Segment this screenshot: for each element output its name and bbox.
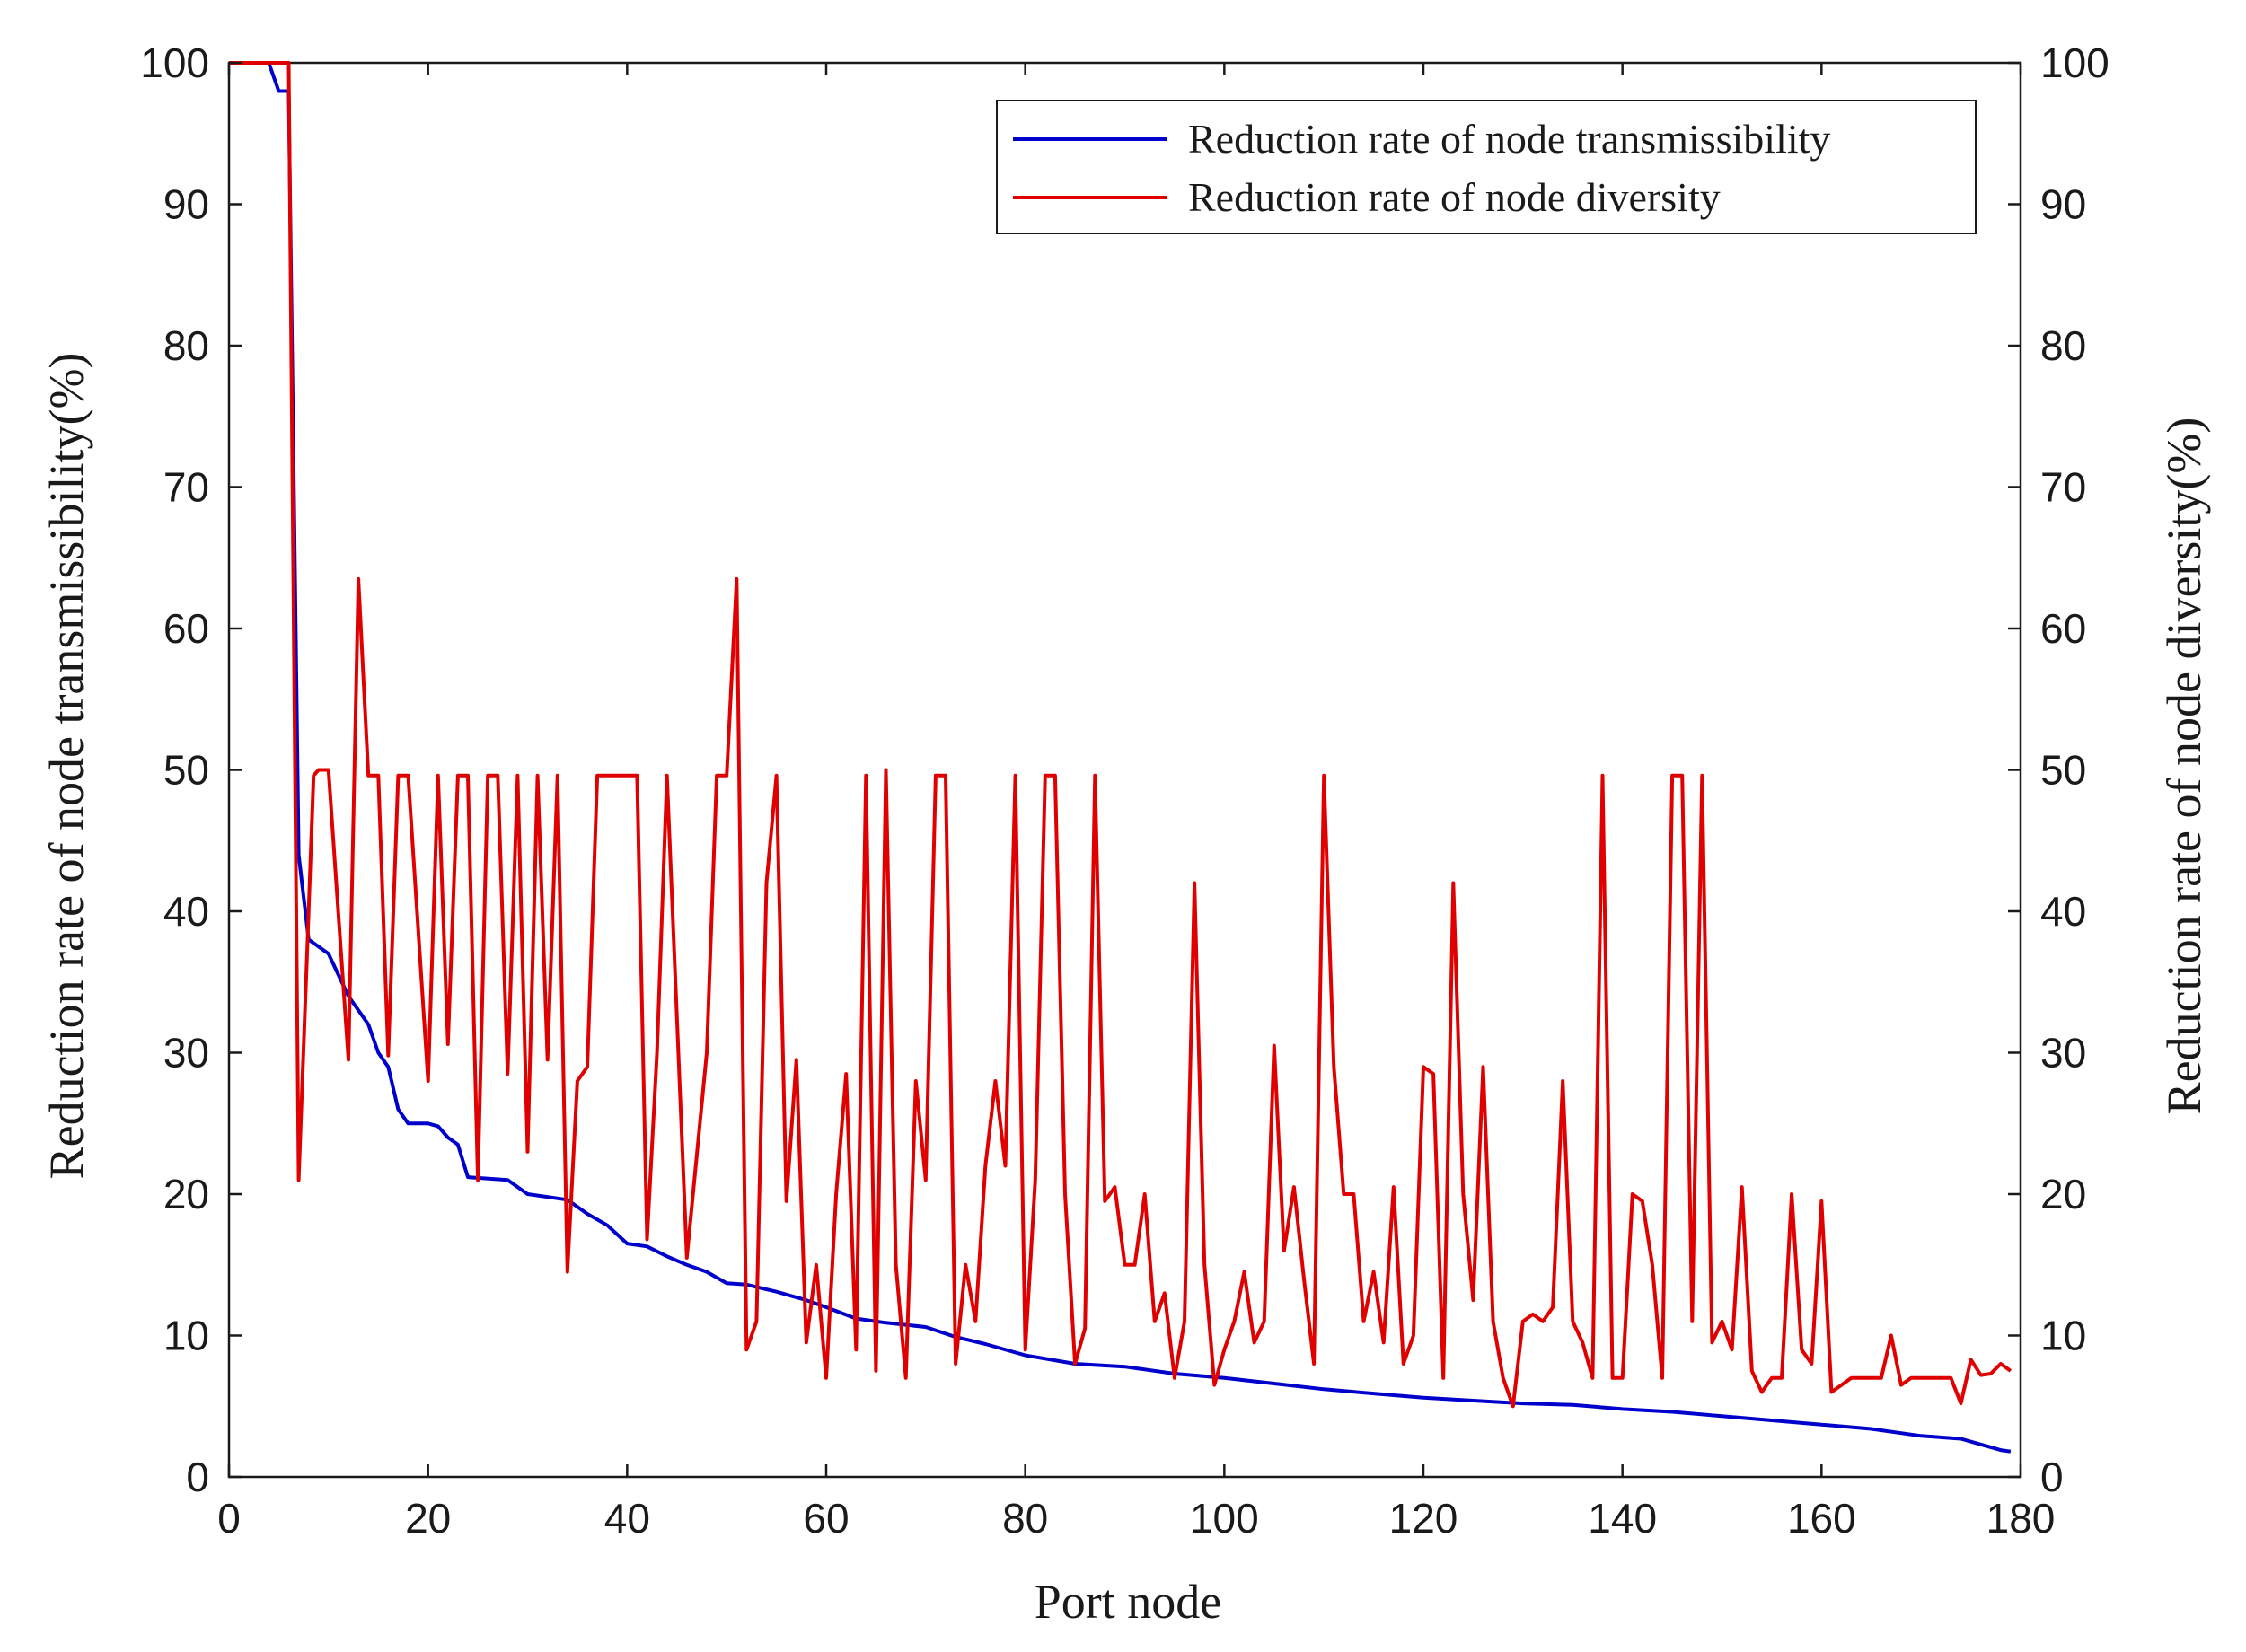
x-tick-label: 40 [604, 1495, 650, 1542]
legend: Reduction rate of node transmissibility … [996, 100, 1977, 234]
y-right-tick-label: 0 [2040, 1454, 2064, 1500]
x-tick-label: 160 [1787, 1495, 1856, 1542]
y-left-tick-label: 30 [163, 1030, 209, 1076]
y-left-tick-label: 0 [186, 1454, 209, 1500]
legend-label-transmissibility: Reduction rate of node transmissibility [1188, 116, 1830, 162]
y-left-tick-label: 90 [163, 181, 209, 228]
y-left-tick-label: 50 [163, 747, 209, 794]
x-tick-label: 20 [405, 1495, 451, 1542]
legend-box [996, 100, 1977, 234]
tick-layer: 0 20 40 60 80 100 120 140 160 1800102030405060708… [140, 40, 2109, 1542]
x-tick-label: 100 [1190, 1495, 1259, 1542]
y-left-tick-label: 20 [163, 1171, 209, 1217]
y-right-tick-label: 90 [2040, 181, 2086, 228]
y-right-tick-label: 50 [2040, 747, 2086, 794]
y-right-tick-label: 70 [2040, 464, 2086, 511]
y-right-tick-label: 80 [2040, 322, 2086, 369]
x-tick-label: 80 [1002, 1495, 1048, 1542]
y-left-tick-label: 70 [163, 464, 209, 511]
y-left-tick-label: 100 [140, 40, 209, 86]
y-left-tick-label: 60 [163, 605, 209, 652]
x-tick-label: 140 [1588, 1495, 1657, 1542]
y-right-tick-label: 30 [2040, 1030, 2086, 1076]
y-left-tick-label: 40 [163, 888, 209, 935]
y-left-tick-label: 80 [163, 322, 209, 369]
plot-area: 0 20 40 60 80 100 120 140 160 1800102030405060708… [140, 40, 2109, 1542]
x-tick-label: 0 [217, 1495, 241, 1542]
y-right-tick-label: 40 [2040, 888, 2086, 935]
series-line-transmissibility [229, 61, 2012, 1454]
y-right-tick-label: 100 [2040, 40, 2109, 86]
series-line-diversity [229, 61, 2013, 1409]
y-axis-right-title: Reduction rate of node diversity(%) [2157, 417, 2211, 1115]
x-tick-label: 180 [1986, 1495, 2056, 1542]
y-right-tick-label: 10 [2040, 1313, 2086, 1359]
series-layer [229, 61, 2013, 1454]
y-right-tick-label: 20 [2040, 1171, 2086, 1217]
legend-label-diversity: Reduction rate of node diversity [1188, 174, 1721, 220]
x-tick-label: 120 [1389, 1495, 1458, 1542]
y-left-tick-label: 10 [163, 1313, 209, 1359]
y-right-tick-label: 60 [2040, 605, 2086, 652]
x-tick-label: 60 [803, 1495, 849, 1542]
x-axis-title: Port node [1035, 1575, 1222, 1629]
y-axis-left-title: Reduction rate of node transmissibility(… [40, 353, 93, 1180]
